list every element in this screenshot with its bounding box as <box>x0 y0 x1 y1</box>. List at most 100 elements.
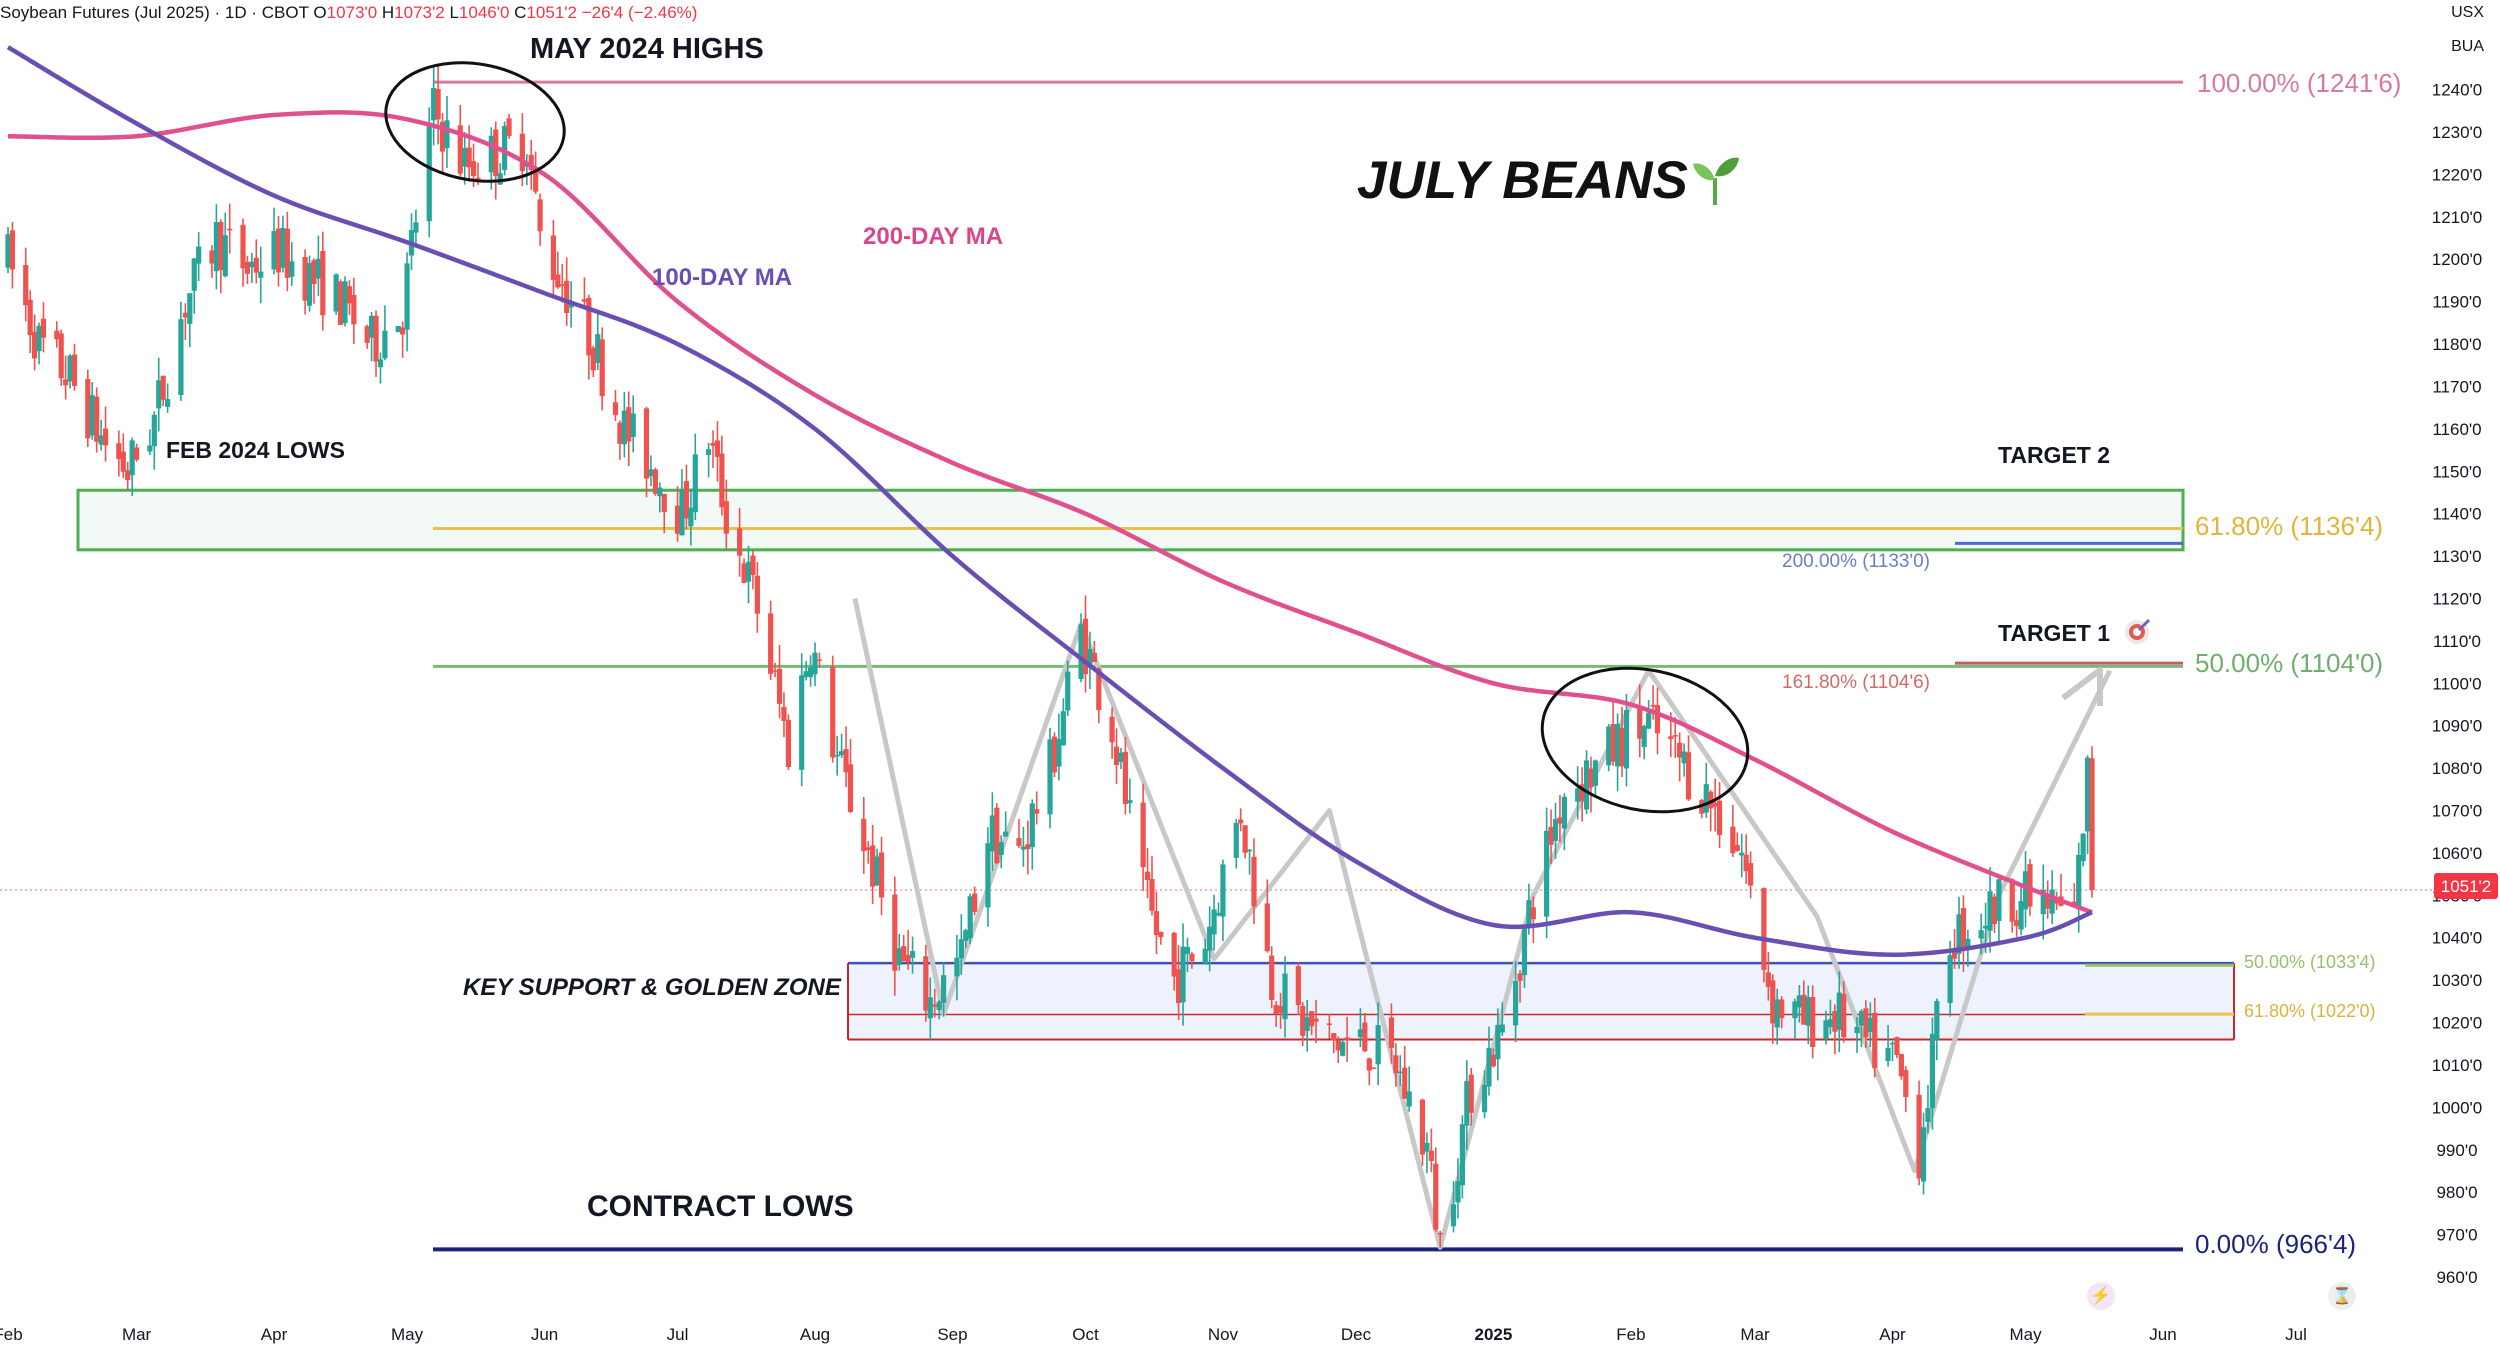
candle <box>1712 778 1718 832</box>
candle-body <box>497 173 503 185</box>
candle-body <box>1903 1070 1909 1098</box>
candle-body <box>1703 784 1709 813</box>
candle <box>27 290 33 354</box>
x-tick-label: May <box>391 1325 424 1344</box>
candle <box>1246 848 1253 875</box>
candle-body <box>1681 751 1687 764</box>
candle-body <box>533 166 539 192</box>
candle-body <box>896 948 902 965</box>
x-tick-label: Oct <box>1072 1325 1099 1344</box>
candle-body <box>1947 955 1953 1004</box>
candle-body <box>874 856 880 886</box>
unit-label[interactable]: BUA <box>2451 38 2484 55</box>
candle <box>1512 961 1519 1043</box>
candle-body <box>1113 746 1120 766</box>
candle-body <box>275 228 282 273</box>
candle <box>909 936 916 974</box>
candle-body <box>1300 1006 1306 1036</box>
candle-body <box>1034 809 1040 814</box>
candle-body <box>395 325 401 333</box>
candle-body <box>209 250 215 264</box>
candle <box>1929 1017 1936 1130</box>
candle-body <box>1774 999 1780 1028</box>
candle-body <box>679 489 685 536</box>
y-tick-label: 1020'0 <box>2432 1014 2483 1033</box>
candle <box>1770 974 1776 1044</box>
candle-body <box>94 396 100 442</box>
candle <box>1987 866 1993 953</box>
candle <box>227 203 233 254</box>
candle-body <box>963 930 969 941</box>
candle-body <box>258 271 264 278</box>
candle-body <box>337 281 344 325</box>
chart-header: Soybean Futures (Jul 2025) · 1D · CBOT O… <box>0 3 697 23</box>
candle-body <box>27 299 33 336</box>
x-tick-label: Sep <box>937 1325 967 1344</box>
candle-body <box>1925 1108 1931 1122</box>
y-tick-label: 1140'0 <box>2432 505 2481 524</box>
candle <box>1934 998 1940 1061</box>
candle <box>874 848 880 887</box>
candle-body <box>1623 710 1630 769</box>
candle <box>71 343 78 391</box>
candle <box>1748 851 1754 899</box>
candle-body <box>537 199 543 232</box>
candle <box>1304 999 1310 1052</box>
candle <box>1960 895 1967 972</box>
candle-body <box>1490 1054 1497 1067</box>
candle-body <box>559 284 565 286</box>
candle <box>1428 1128 1434 1173</box>
candle <box>1344 1016 1350 1062</box>
candle-body <box>781 706 787 721</box>
candle <box>1096 666 1102 724</box>
candle-body <box>284 228 290 278</box>
candle-body <box>1459 1124 1465 1186</box>
candle <box>5 226 11 274</box>
candle <box>1796 985 1802 1023</box>
candle-body <box>1140 802 1146 868</box>
candle-body <box>1202 948 1208 964</box>
candle-body <box>1313 1018 1319 1022</box>
candle <box>213 204 220 290</box>
candle-body <box>1614 723 1621 767</box>
lightning-icon[interactable]: ⚡ <box>2087 1282 2115 1310</box>
candle <box>595 309 601 370</box>
candle <box>413 209 419 246</box>
currency-label[interactable]: USX <box>2451 4 2484 21</box>
candle <box>524 154 530 185</box>
candle-body <box>923 956 929 1011</box>
candle-body <box>839 751 845 756</box>
candle <box>333 273 339 315</box>
y-tick-label: 1060'0 <box>2432 844 2483 863</box>
candle-body <box>648 469 654 477</box>
candle <box>147 429 153 456</box>
candle-body <box>661 493 667 512</box>
candle <box>395 325 401 333</box>
candle-body <box>85 378 91 439</box>
candle <box>1331 1032 1337 1054</box>
candle-body <box>1464 1081 1470 1126</box>
candle-body <box>932 1004 938 1007</box>
candle-body <box>1832 1010 1838 1032</box>
candle-body <box>590 347 596 371</box>
candle <box>905 930 911 970</box>
candle-body <box>870 845 876 887</box>
candle <box>847 739 854 814</box>
candle-body <box>1552 819 1559 841</box>
candle <box>2018 882 2024 936</box>
candle <box>1947 940 1953 1017</box>
candle-body <box>1344 1037 1350 1041</box>
candle <box>1202 938 1208 964</box>
candle-body <box>1898 1054 1904 1077</box>
candle <box>1863 1000 1869 1049</box>
timezone-icon[interactable]: ⌛ <box>2328 1282 2356 1310</box>
candle-body <box>351 294 357 325</box>
candle-body <box>1960 907 1967 950</box>
candle-body <box>36 325 42 352</box>
candle <box>85 369 91 448</box>
candle <box>1406 1066 1412 1112</box>
candle <box>1481 1069 1488 1119</box>
candle <box>258 246 264 304</box>
